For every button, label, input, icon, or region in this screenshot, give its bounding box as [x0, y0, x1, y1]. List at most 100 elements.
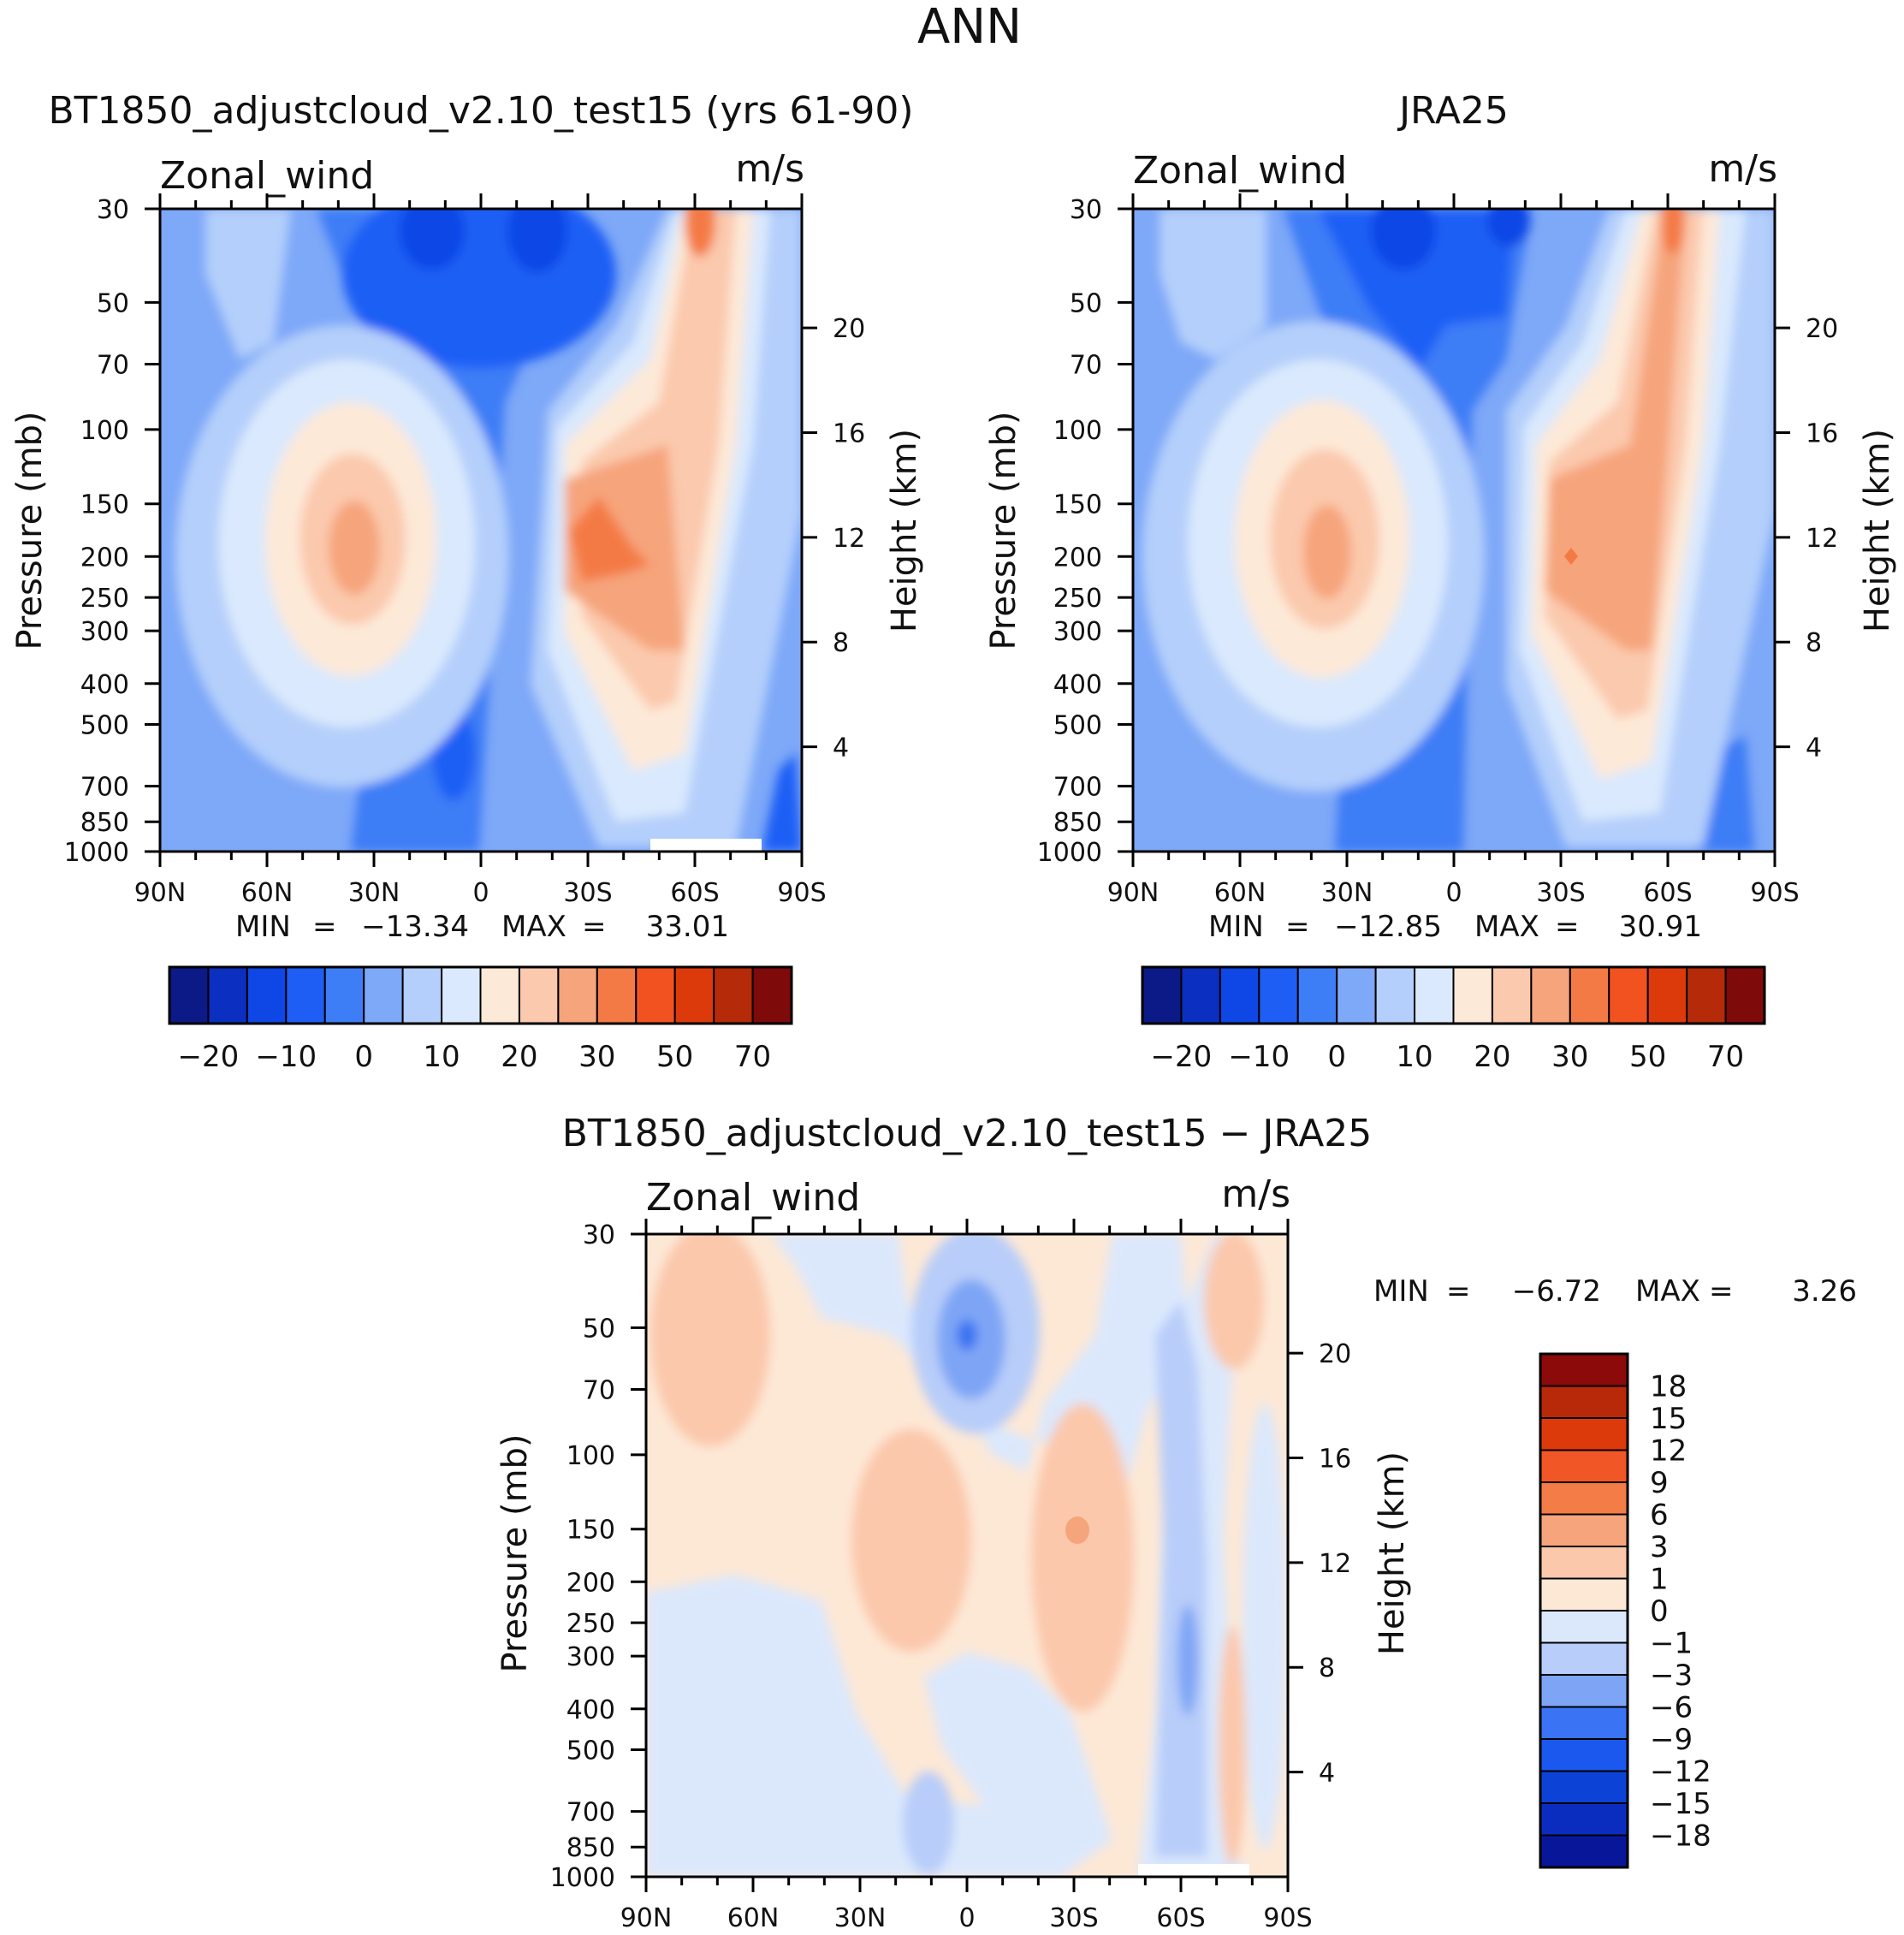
x-tick-label: 60S: [1156, 1903, 1205, 1933]
region-subtrop-pos-south: [1031, 1404, 1134, 1712]
y-tick-label: 850: [1053, 808, 1102, 838]
y-tick-label: 850: [566, 1833, 615, 1863]
region-strat-neg-min: [957, 1320, 977, 1350]
colorbar-label: 10: [1396, 1040, 1432, 1074]
y-tick-label: 400: [1053, 670, 1102, 700]
colorbar-label: 0: [354, 1040, 373, 1074]
colorbar-swatch: [713, 966, 754, 1024]
region-strat-min-b: [1487, 209, 1530, 246]
region-surface-pos: [1219, 1626, 1246, 1866]
units-label: m/s: [1708, 147, 1777, 191]
y-right-tick-label: 20: [1319, 1339, 1351, 1369]
zonal-wind-label: Zonal_wind: [160, 154, 374, 198]
colorbar-label: 15: [1650, 1402, 1687, 1436]
panel-title: BT1850_adjustcloud_v2.10_test15 − JRA25: [562, 1112, 1373, 1155]
colorbar-swatch: [1539, 1417, 1628, 1451]
max-eq: =: [1555, 910, 1580, 944]
region-missing-data: [1138, 1864, 1249, 1877]
max-value: 30.91: [1619, 910, 1702, 944]
x-tick-label: 30N: [348, 878, 400, 908]
colorbar-swatch: [751, 966, 792, 1024]
colorbar-label: 0: [1327, 1040, 1346, 1074]
units-label: m/s: [1221, 1172, 1290, 1216]
min-eq: =: [1285, 910, 1310, 944]
colorbar-label: −1: [1650, 1627, 1693, 1661]
x-tick-label: 90S: [1263, 1903, 1312, 1933]
y-tick-label: 30: [583, 1220, 615, 1250]
colorbar-swatch: [1539, 1353, 1628, 1387]
colorbar-swatch: [169, 966, 210, 1024]
contour-field: [1133, 209, 1775, 852]
region-strat-min-a: [400, 209, 465, 270]
units-label: m/s: [735, 147, 804, 191]
colorbar-swatch: [1646, 966, 1688, 1024]
colorbar-swatch: [1539, 1577, 1628, 1612]
y-tick-label: 850: [80, 808, 129, 838]
region-surface-neg: [903, 1772, 954, 1874]
y-tick-label: 100: [80, 416, 129, 446]
colorbar-frame: [168, 965, 793, 1025]
x-tick-label: 60S: [670, 878, 719, 908]
y-tick-label: 700: [80, 773, 129, 803]
colorbar: −20 −10 0 10 20 30 50 70: [168, 965, 793, 1074]
region-north-high-lat-light: [205, 209, 291, 359]
region-polar-south-negative: [1243, 1404, 1287, 1849]
y-right-tick-label: 4: [1319, 1759, 1335, 1789]
y-right-tick-label: 4: [833, 733, 849, 763]
colorbar-swatch: [1296, 966, 1338, 1024]
colorbar-label: −3: [1650, 1659, 1693, 1693]
x-tick-label: 30S: [1536, 878, 1585, 908]
colorbar-swatch: [518, 966, 560, 1024]
x-tick-label: 60N: [1214, 878, 1266, 908]
colorbar-swatch: [557, 966, 598, 1024]
colorbar-swatch: [1539, 1385, 1628, 1419]
contour-field: [646, 1234, 1288, 1877]
colorbar-label: 20: [1474, 1040, 1510, 1074]
colorbar-label: 1: [1650, 1563, 1669, 1597]
y-tick-label: 500: [1053, 711, 1102, 741]
colorbar-swatch: [1539, 1449, 1628, 1483]
colorbar-swatch: [246, 966, 288, 1024]
region-north-jet-5: [1303, 505, 1351, 599]
panel-diff: BT1850_adjustcloud_v2.10_test15 − JRA25 …: [495, 1112, 1857, 1933]
colorbar-swatch: [1180, 966, 1221, 1024]
y-tick-label: 100: [1053, 416, 1102, 446]
y-tick-label: 400: [80, 670, 129, 700]
region-missing-data: [650, 839, 762, 852]
axis-ticks: 90N 60N 30N 0 30S 60S 90S 30 50 70 100 150 200 250300…: [64, 193, 865, 908]
zonal-wind-label: Zonal_wind: [646, 1176, 860, 1220]
colorbar-swatch: [1336, 966, 1377, 1024]
min-eq: =: [312, 910, 337, 944]
y-axis-right-label: Height (km): [1373, 1451, 1412, 1655]
colorbar-label: 70: [734, 1040, 771, 1074]
colorbar-label: 6: [1650, 1499, 1669, 1533]
y-tick-label: 300: [1053, 617, 1102, 647]
min-value: −6.72: [1512, 1274, 1601, 1309]
colorbar-swatch: [1539, 1738, 1628, 1772]
region-strat-easterly-core: [1318, 209, 1515, 368]
min-label: MIN: [1373, 1274, 1429, 1309]
y-tick-label: 1000: [1037, 838, 1102, 868]
y-tick-label: 200: [1053, 543, 1102, 573]
y-tick-label: 700: [1053, 773, 1102, 803]
colorbar-label: 0: [1650, 1594, 1669, 1629]
y-right-tick-label: 16: [1806, 418, 1838, 448]
region-south-jet-6: [569, 496, 650, 582]
axis-ticks: 90N 60N 30N 0 30S 60S 90S 30 50 70 100 150 200 250300…: [550, 1219, 1351, 1933]
y-tick-label: 300: [80, 617, 129, 647]
y-tick-label: 150: [566, 1516, 615, 1546]
x-tick-label: 90S: [777, 878, 826, 908]
y-right-tick-label: 12: [1806, 524, 1838, 554]
colorbar-swatch: [441, 966, 482, 1024]
y-axis-label: Pressure (mb): [10, 411, 50, 650]
y-tick-label: 50: [97, 288, 129, 318]
y-right-tick-label: 16: [833, 418, 865, 448]
colorbar-swatch: [285, 966, 326, 1024]
colorbar-swatch: [596, 966, 638, 1024]
max-value: 3.26: [1792, 1274, 1857, 1309]
y-axis-label: Pressure (mb): [495, 1433, 535, 1672]
colorbar-swatch: [1539, 1834, 1628, 1868]
region-strat-min-a: [1371, 209, 1436, 270]
region-surface-south-dark: [762, 753, 802, 852]
x-tick-label: 90N: [134, 878, 187, 908]
